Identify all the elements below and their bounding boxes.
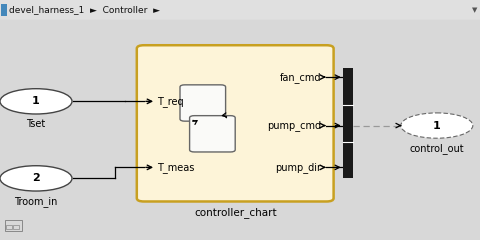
FancyBboxPatch shape	[137, 45, 334, 202]
Text: 1: 1	[433, 120, 441, 131]
Text: T_meas: T_meas	[157, 162, 194, 173]
Text: 1: 1	[32, 96, 40, 106]
Bar	[1, 4, 7, 16]
Text: Troom_in: Troom_in	[14, 196, 58, 207]
Text: pump_dir: pump_dir	[276, 162, 322, 173]
FancyBboxPatch shape	[190, 116, 235, 152]
Text: T_req: T_req	[157, 96, 183, 107]
Bar	[6, 225, 12, 229]
Text: Tset: Tset	[26, 119, 46, 129]
Bar	[5, 220, 22, 231]
Text: pump_cmd: pump_cmd	[267, 120, 322, 131]
Text: devel_harness_1  ►  Controller  ►: devel_harness_1 ► Controller ►	[9, 6, 160, 14]
Text: ▼: ▼	[472, 7, 478, 13]
Text: control_out: control_out	[409, 143, 464, 154]
Text: controller_chart: controller_chart	[194, 207, 276, 218]
Bar	[343, 68, 353, 178]
Ellipse shape	[0, 166, 72, 191]
Ellipse shape	[401, 113, 473, 138]
Text: fan_cmd: fan_cmd	[280, 72, 322, 83]
FancyBboxPatch shape	[180, 85, 226, 121]
Text: 2: 2	[32, 173, 40, 183]
Bar	[13, 225, 19, 229]
Ellipse shape	[0, 89, 72, 114]
